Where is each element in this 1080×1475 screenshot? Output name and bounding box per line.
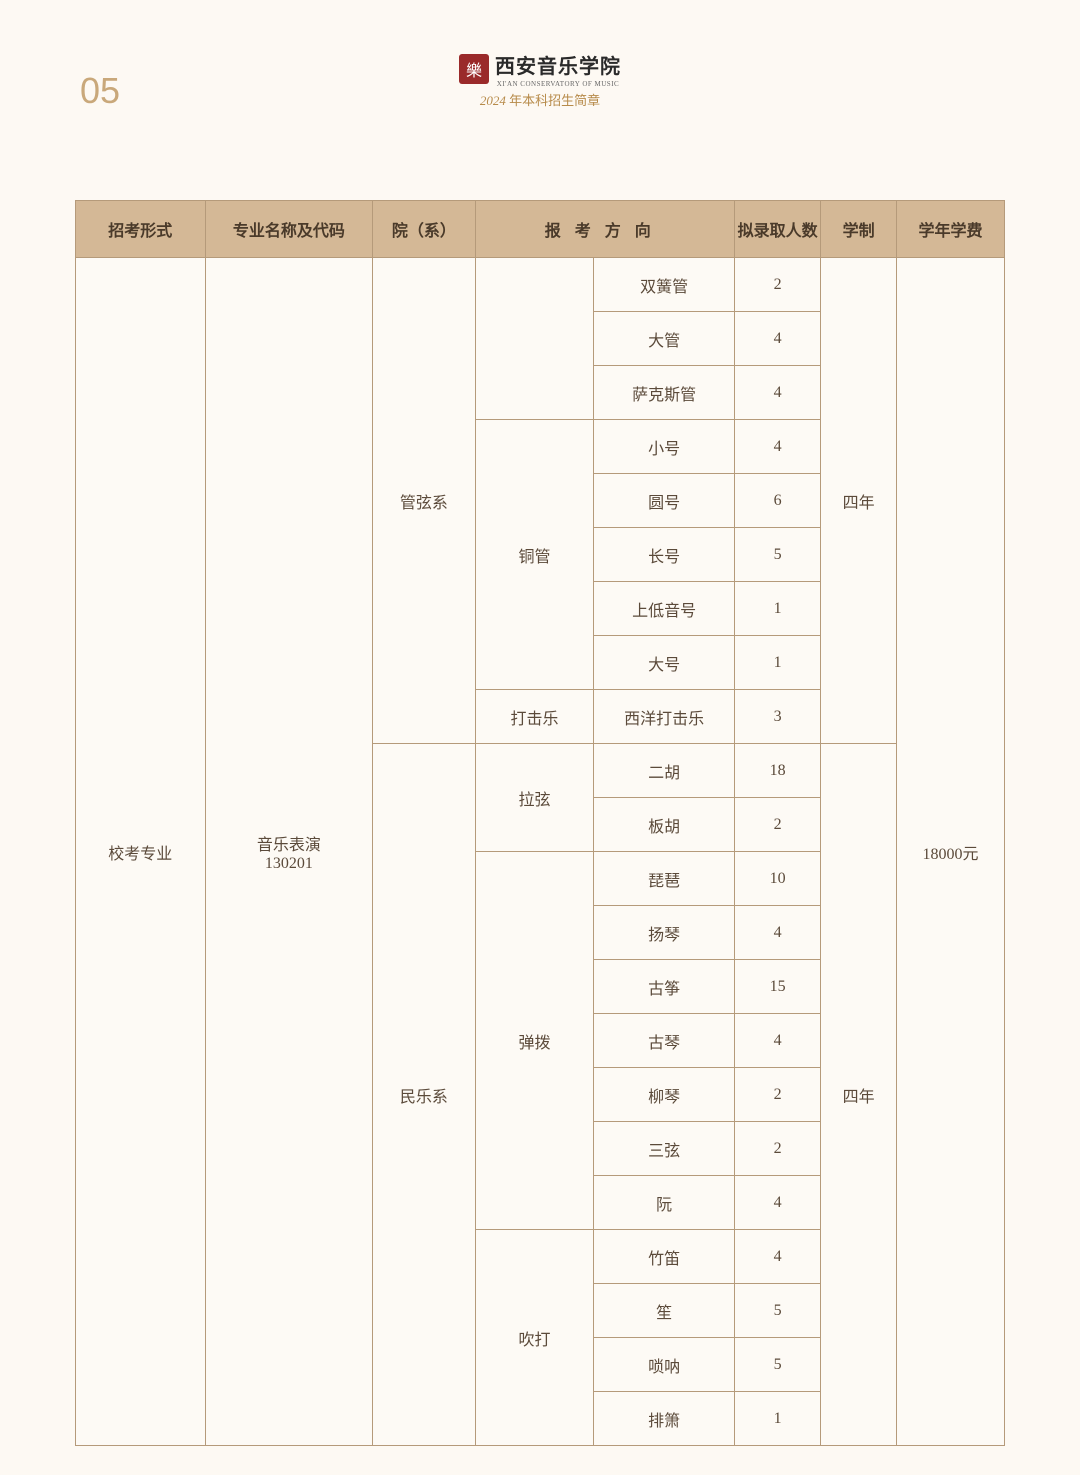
cell-direction: 长号	[594, 528, 734, 582]
cell-direction: 竹笛	[594, 1230, 734, 1284]
cell-direction: 唢呐	[594, 1338, 734, 1392]
cell-count: 2	[734, 1122, 820, 1176]
table-header-row: 招考形式 专业名称及代码 院（系） 报考方向 拟录取人数 学制 学年学费	[76, 201, 1005, 258]
col-years: 学制	[821, 201, 897, 258]
cell-count: 4	[734, 312, 820, 366]
cell-direction: 西洋打击乐	[594, 690, 734, 744]
cell-direction: 扬琴	[594, 906, 734, 960]
cell-direction: 笙	[594, 1284, 734, 1338]
cell-count: 1	[734, 636, 820, 690]
col-admission-type: 招考形式	[76, 201, 206, 258]
cell-count: 2	[734, 1068, 820, 1122]
cell-direction: 上低音号	[594, 582, 734, 636]
cell-direction-category	[475, 258, 594, 420]
cell-department: 民乐系	[373, 744, 476, 1446]
page-header: 05 樂 西安音乐学院 XI'AN CONSERVATORY OF MUSIC …	[0, 0, 1080, 180]
school-name-en: XI'AN CONSERVATORY OF MUSIC	[495, 80, 621, 88]
cell-count: 4	[734, 1014, 820, 1068]
cell-direction-category: 拉弦	[475, 744, 594, 852]
table-row: 校考专业 音乐表演130201 管弦系 双簧管 2 四年 18000元	[76, 258, 1005, 312]
brochure-subtitle: 2024 年本科招生简章	[0, 90, 1080, 109]
cell-direction-category: 打击乐	[475, 690, 594, 744]
cell-count: 4	[734, 906, 820, 960]
cell-direction: 大管	[594, 312, 734, 366]
cell-direction: 柳琴	[594, 1068, 734, 1122]
cell-direction: 小号	[594, 420, 734, 474]
col-fee: 学年学费	[896, 201, 1004, 258]
col-plan-count: 拟录取人数	[734, 201, 820, 258]
cell-department: 管弦系	[373, 258, 476, 744]
cell-fee: 18000元	[896, 258, 1004, 1446]
cell-count: 4	[734, 1230, 820, 1284]
cell-count: 4	[734, 366, 820, 420]
col-direction: 报考方向	[475, 201, 734, 258]
cell-direction: 古琴	[594, 1014, 734, 1068]
page-number: 05	[80, 70, 120, 112]
cell-direction: 板胡	[594, 798, 734, 852]
cell-direction: 双簧管	[594, 258, 734, 312]
cell-count: 1	[734, 582, 820, 636]
cell-count: 5	[734, 1338, 820, 1392]
col-major: 专业名称及代码	[205, 201, 372, 258]
logo-block: 樂 西安音乐学院 XI'AN CONSERVATORY OF MUSIC 202…	[0, 50, 1080, 109]
cell-count: 10	[734, 852, 820, 906]
cell-direction-category: 弹拨	[475, 852, 594, 1230]
cell-count: 2	[734, 258, 820, 312]
cell-count: 18	[734, 744, 820, 798]
cell-count: 5	[734, 1284, 820, 1338]
cell-count: 5	[734, 528, 820, 582]
cell-direction: 大号	[594, 636, 734, 690]
cell-count: 4	[734, 420, 820, 474]
cell-direction: 琵琶	[594, 852, 734, 906]
cell-direction: 古筝	[594, 960, 734, 1014]
cell-direction: 排箫	[594, 1392, 734, 1446]
col-department: 院（系）	[373, 201, 476, 258]
cell-count: 2	[734, 798, 820, 852]
cell-direction: 圆号	[594, 474, 734, 528]
school-logo-icon: 樂	[459, 54, 489, 84]
admissions-table: 招考形式 专业名称及代码 院（系） 报考方向 拟录取人数 学制 学年学费 校考专…	[75, 200, 1005, 1446]
cell-count: 1	[734, 1392, 820, 1446]
cell-direction-category: 吹打	[475, 1230, 594, 1446]
cell-direction: 阮	[594, 1176, 734, 1230]
cell-major: 音乐表演130201	[205, 258, 372, 1446]
cell-count: 15	[734, 960, 820, 1014]
cell-count: 6	[734, 474, 820, 528]
cell-years: 四年	[821, 744, 897, 1446]
school-name: 西安音乐学院	[495, 50, 621, 79]
cell-count: 3	[734, 690, 820, 744]
cell-direction: 三弦	[594, 1122, 734, 1176]
cell-direction: 二胡	[594, 744, 734, 798]
cell-direction-category: 铜管	[475, 420, 594, 690]
cell-years: 四年	[821, 258, 897, 744]
cell-admission-type: 校考专业	[76, 258, 206, 1446]
cell-count: 4	[734, 1176, 820, 1230]
cell-direction: 萨克斯管	[594, 366, 734, 420]
